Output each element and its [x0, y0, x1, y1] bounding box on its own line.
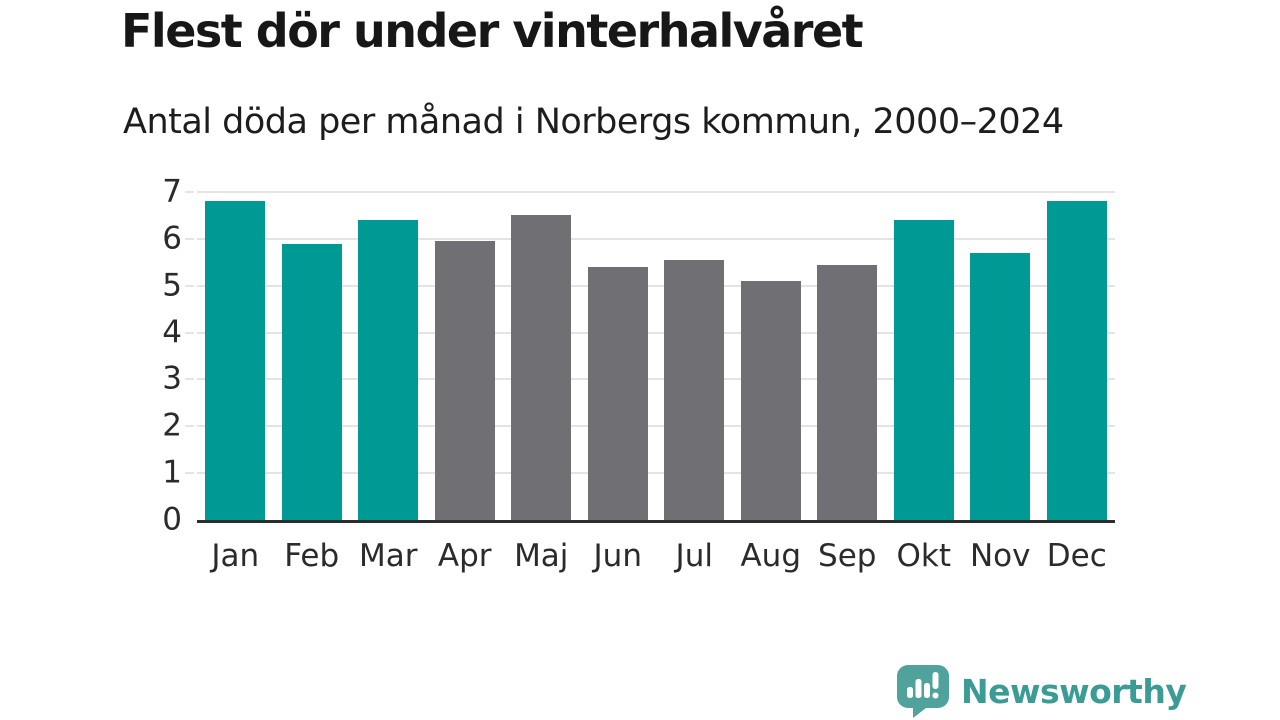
gridline-3	[197, 378, 1115, 381]
y-tick-label-0: 0	[162, 501, 182, 538]
plot-area	[185, 191, 1115, 523]
gridline-6	[197, 237, 1115, 240]
x-tick-label-sep: Sep	[818, 538, 877, 574]
bar-feb	[281, 243, 342, 520]
gridline-7	[197, 191, 1115, 193]
y-axis-labels: 0 1 2 3 4 5 6 7	[120, 176, 182, 535]
bar-dec	[1046, 201, 1107, 520]
x-tick-label-aug: Aug	[740, 538, 802, 574]
bar-apr	[434, 241, 495, 520]
x-tick-label-okt: Okt	[896, 538, 951, 574]
bar-slot-jan	[197, 192, 274, 520]
bar-slot-aug	[733, 192, 810, 520]
bar-mar	[358, 220, 419, 520]
bar-slot-maj	[503, 192, 580, 520]
bar-jan	[205, 201, 266, 520]
x-tick-label-jul: Jul	[675, 538, 713, 574]
x-tick-label-apr: Apr	[437, 538, 492, 574]
bar-slot-mar	[350, 192, 427, 520]
gridline-4	[197, 331, 1115, 334]
bar-slot-apr	[427, 192, 504, 520]
x-tick-label-feb: Feb	[284, 538, 340, 574]
gridline-5	[197, 284, 1115, 287]
y-tick-2	[185, 425, 194, 428]
y-tick-1	[185, 472, 194, 475]
bar-okt	[893, 220, 954, 520]
bar-slot-nov	[962, 192, 1039, 520]
bar-slot-jun	[580, 192, 657, 520]
bar-slot-okt	[886, 192, 963, 520]
y-tick-label-7: 7	[162, 173, 182, 210]
bar-chart-speech-bubble-icon	[897, 665, 949, 718]
y-tick-6	[185, 237, 194, 240]
x-tick-label-maj: Maj	[514, 538, 569, 574]
x-tick-label-mar: Mar	[359, 538, 418, 574]
x-axis-labels: Jan Feb Mar Apr Maj Jun Jul Aug Sep Okt Nov Dec	[197, 538, 1115, 574]
newsworthy-logo: Newsworthy	[896, 664, 1187, 718]
y-tick-5	[185, 284, 194, 287]
y-tick-label-2: 2	[162, 407, 182, 444]
newsworthy-logo-text: Newsworthy	[961, 671, 1187, 711]
bar-sep	[817, 264, 878, 520]
y-tick-label-1: 1	[162, 454, 182, 491]
bar-slot-feb	[274, 192, 351, 520]
bar-maj	[511, 215, 572, 520]
bar-slot-jul	[656, 192, 733, 520]
x-tick-label-jan: Jan	[211, 538, 260, 574]
gridline-2	[197, 425, 1115, 428]
y-tick-label-3: 3	[162, 360, 182, 397]
bar-jul	[664, 259, 725, 520]
y-tick-label-5: 5	[162, 267, 182, 304]
bar-series	[197, 192, 1115, 520]
y-tick-4	[185, 331, 194, 334]
y-tick-3	[185, 378, 194, 381]
x-tick-label-dec: Dec	[1046, 538, 1107, 574]
x-tick-label-jun: Jun	[593, 538, 642, 574]
y-tick-label-4: 4	[162, 314, 182, 351]
bar-jun	[587, 266, 648, 520]
y-tick-7	[185, 191, 194, 193]
chart-title: Flest dör under vinterhalvåret	[121, 4, 864, 58]
y-tick-label-6: 6	[162, 220, 182, 257]
bar-aug	[740, 281, 801, 520]
chart-subtitle: Antal döda per månad i Norbergs kommun, …	[123, 102, 1064, 142]
bar-slot-sep	[809, 192, 886, 520]
x-tick-label-nov: Nov	[969, 538, 1031, 574]
bar-slot-dec	[1039, 192, 1116, 520]
gridline-1	[197, 472, 1115, 475]
bar-nov	[970, 252, 1031, 520]
